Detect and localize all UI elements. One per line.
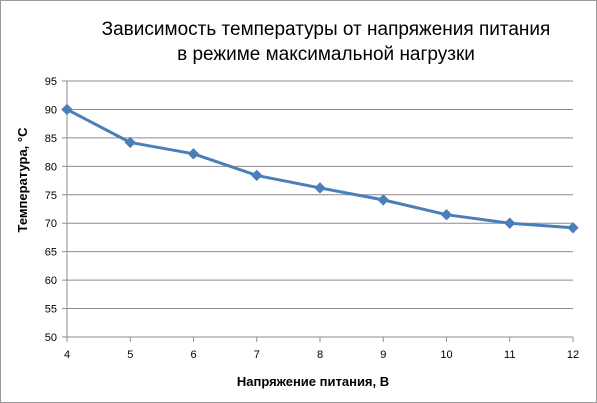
x-tick-labels: 4 5 6 7 8 9 10 11 12 <box>64 349 579 361</box>
x-axis-title: Напряжение питания, В <box>237 374 389 389</box>
data-point-5 <box>124 136 136 149</box>
data-point-9 <box>377 194 389 206</box>
data-point-11 <box>504 217 516 229</box>
x-tick-label-5: 5 <box>127 349 133 361</box>
series-line-0 <box>66 108 574 230</box>
x-tick-label-7: 7 <box>254 349 260 361</box>
y-tick-label-70: 70 <box>45 218 57 230</box>
data-point-7 <box>251 169 263 182</box>
data-point-12 <box>567 222 579 234</box>
data-point-6 <box>187 148 200 160</box>
x-tick-label-12: 12 <box>567 349 579 361</box>
data-point-10 <box>440 208 453 221</box>
data-point-8 <box>314 182 326 194</box>
y-tick-label-60: 60 <box>45 275 57 287</box>
chart-title-line-2: в режиме максимальной нагрузки <box>177 44 475 65</box>
x-tick-label-11: 11 <box>504 349 515 361</box>
y-tick-label-80: 80 <box>45 161 57 173</box>
y-tick-label-65: 65 <box>45 247 57 259</box>
y-tick-label-95: 95 <box>45 76 57 88</box>
data-point-4 <box>61 103 73 116</box>
y-tick-labels: 50 55 60 65 70 75 80 85 90 95 <box>45 76 57 344</box>
y-tick-label-55: 55 <box>45 304 57 316</box>
chart-title: Зависимость температуры от напряжения пи… <box>61 17 591 67</box>
x-tick-label-9: 9 <box>380 349 386 361</box>
gridlines <box>67 80 573 310</box>
x-tick-label-6: 6 <box>190 349 196 361</box>
series <box>61 103 579 234</box>
y-tick-label-90: 90 <box>45 104 57 116</box>
axes <box>62 80 574 342</box>
y-tick-label-85: 85 <box>45 133 57 145</box>
x-tick-label-4: 4 <box>64 349 70 361</box>
x-tick-label-8: 8 <box>317 349 323 361</box>
y-tick-label-50: 50 <box>45 332 57 344</box>
chart-title-line-1: Зависимость температуры от напряжения пи… <box>101 19 551 40</box>
x-tick-label-10: 10 <box>440 349 452 361</box>
y-tick-label-75: 75 <box>45 190 57 202</box>
y-axis-title: Температура, °С <box>15 127 30 233</box>
